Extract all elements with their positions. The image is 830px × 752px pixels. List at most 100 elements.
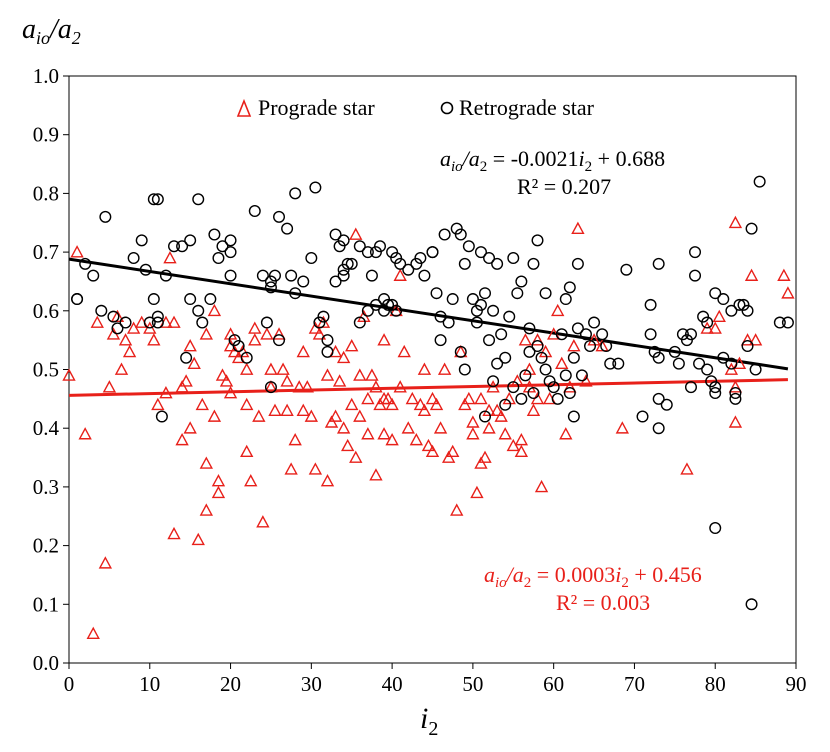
prograde-point bbox=[712, 309, 726, 323]
prograde-eq-a2: a bbox=[513, 562, 524, 587]
retrograde-point bbox=[458, 257, 471, 270]
prograde-point bbox=[482, 421, 496, 434]
retrograde-point bbox=[474, 298, 487, 311]
retrograde-point bbox=[531, 234, 544, 247]
retrograde-eq-a2: a bbox=[469, 146, 480, 171]
prograde-point bbox=[450, 503, 464, 516]
retrograde-point bbox=[543, 375, 556, 388]
retrograde-point bbox=[515, 392, 528, 405]
retrograde-point bbox=[563, 386, 576, 399]
prograde-point bbox=[482, 403, 496, 416]
retrograde-point bbox=[551, 392, 564, 405]
retrograde-point bbox=[479, 410, 492, 423]
prograde-point bbox=[433, 421, 448, 434]
x-tick-label: 10 bbox=[139, 672, 160, 696]
retrograde-point bbox=[620, 263, 633, 276]
retrograde-point bbox=[523, 345, 536, 358]
prograde-point bbox=[474, 456, 488, 469]
retrograde-point bbox=[317, 310, 330, 323]
prograde-point bbox=[425, 391, 440, 405]
retrograde-point bbox=[745, 598, 758, 611]
retrograde-point bbox=[378, 293, 391, 306]
prograde-point bbox=[163, 250, 177, 264]
prograde-point bbox=[502, 391, 516, 405]
prograde-point bbox=[724, 362, 739, 375]
retrograde-point bbox=[749, 363, 762, 376]
retrograde-point bbox=[192, 193, 205, 206]
retrograde-point bbox=[273, 334, 286, 347]
retrograde-point bbox=[333, 240, 346, 253]
y-axis-ticks: 0.0 0.1 0.2 0.3 0.4 0.5 0.6 0.7 0.8 0.9 1.0 bbox=[33, 64, 69, 675]
prograde-point bbox=[102, 380, 117, 393]
x-tick-label: 60 bbox=[543, 672, 564, 696]
retrograde-point bbox=[264, 281, 277, 294]
prograde-point bbox=[320, 474, 335, 487]
retrograde-point bbox=[196, 316, 209, 329]
retrograde-point bbox=[652, 422, 665, 435]
prograde-point bbox=[409, 432, 424, 446]
retrograde-point bbox=[224, 246, 237, 259]
prograde-point bbox=[401, 421, 415, 434]
retrograde-point bbox=[264, 381, 277, 394]
retrograde-point bbox=[79, 257, 92, 270]
retrograde-point bbox=[184, 293, 197, 306]
prograde-point bbox=[700, 321, 714, 334]
prograde-point bbox=[506, 438, 520, 452]
prograde-point bbox=[571, 221, 585, 234]
retrograde-point bbox=[430, 287, 443, 300]
prograde-point bbox=[159, 386, 173, 399]
prograde-point bbox=[118, 333, 133, 346]
retrograde-point bbox=[462, 240, 475, 253]
prograde-point bbox=[328, 409, 343, 422]
prograde-point bbox=[458, 397, 472, 411]
prograde-point bbox=[421, 438, 436, 452]
x-axis-title-i: i bbox=[420, 702, 428, 735]
prograde-point bbox=[78, 427, 92, 440]
prograde-point bbox=[288, 432, 302, 446]
retrograde-point bbox=[559, 369, 572, 382]
retrograde-point bbox=[273, 210, 286, 223]
prograde-point bbox=[466, 427, 480, 440]
prograde-point bbox=[567, 339, 581, 352]
prograde-point bbox=[429, 397, 444, 411]
prograde-point bbox=[615, 421, 630, 434]
prograde-point bbox=[744, 268, 759, 281]
retrograde-point bbox=[684, 328, 697, 341]
y-axis-title-a2: a bbox=[58, 14, 72, 45]
retrograde-point bbox=[487, 375, 500, 388]
y-tick-label: 0.6 bbox=[33, 299, 59, 323]
retrograde-eq-i: i bbox=[579, 146, 585, 171]
retrograde-point bbox=[329, 228, 342, 241]
retrograde-point bbox=[725, 357, 738, 370]
prograde-point bbox=[248, 321, 262, 334]
retrograde-point bbox=[636, 410, 649, 423]
retrograde-point bbox=[260, 316, 273, 329]
prograde-point bbox=[417, 403, 432, 416]
prograde-point bbox=[147, 333, 161, 346]
retrograde-eq-slash: / bbox=[461, 146, 471, 171]
prograde-point bbox=[143, 321, 157, 334]
retrograde-point bbox=[547, 381, 560, 394]
retrograde-point bbox=[224, 269, 237, 282]
retrograde-point bbox=[709, 287, 722, 300]
retrograde-point bbox=[781, 316, 794, 329]
y-tick-label: 0.3 bbox=[33, 475, 59, 499]
prograde-point bbox=[151, 397, 165, 411]
retrograde-point bbox=[725, 304, 738, 317]
y-tick-label: 0.4 bbox=[33, 416, 60, 440]
prograde-point bbox=[292, 380, 306, 393]
prograde-eq-a1: a bbox=[484, 562, 495, 587]
retrograde-point bbox=[329, 275, 342, 288]
retrograde-point bbox=[321, 345, 334, 358]
retrograde-point bbox=[499, 398, 512, 411]
retrograde-point bbox=[353, 316, 366, 329]
retrograde-point bbox=[531, 340, 544, 353]
prograde-point bbox=[332, 374, 347, 387]
retrograde-point bbox=[410, 257, 423, 270]
prograde-point bbox=[211, 474, 226, 487]
x-axis-ticks: 0 10 20 30 40 50 60 70 80 90 bbox=[64, 663, 807, 696]
retrograde-point bbox=[709, 521, 722, 534]
retrograde-point bbox=[107, 310, 120, 323]
retrograde-point bbox=[689, 246, 702, 259]
prograde-point bbox=[353, 368, 367, 381]
